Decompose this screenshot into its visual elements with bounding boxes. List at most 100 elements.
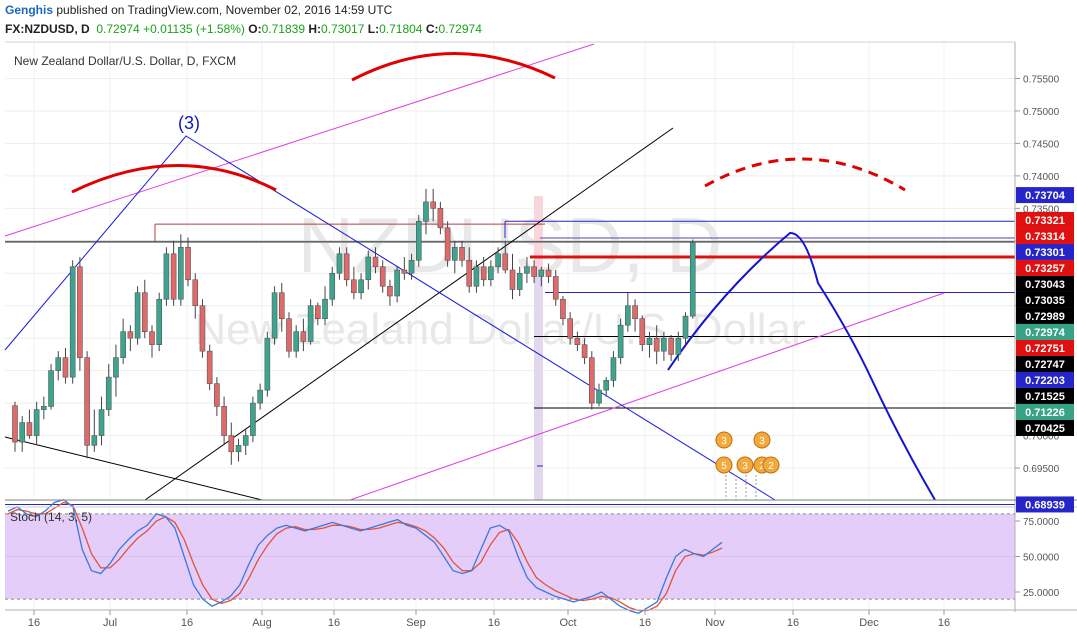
- candle-up: [646, 337, 653, 345]
- publish-line: Genghis published on TradingView.com, No…: [5, 3, 392, 17]
- price-label-box: [1016, 403, 1074, 420]
- candle-up: [322, 298, 328, 320]
- candle-up: [257, 389, 263, 404]
- open-label: O:: [248, 22, 262, 36]
- projection-curve: [667, 232, 936, 501]
- price-label-text: 0.73321: [1025, 215, 1065, 227]
- price-label-box: [1016, 243, 1074, 260]
- candle-down: [84, 357, 90, 446]
- close-label: C:: [425, 22, 439, 36]
- candle-up: [408, 259, 415, 274]
- candle-down: [401, 269, 408, 274]
- candle-up: [524, 266, 530, 274]
- candle-down: [552, 276, 559, 300]
- price-tick-label: 0.75000: [1023, 107, 1060, 118]
- price-label-box: [1016, 291, 1074, 308]
- candle-down: [509, 269, 516, 290]
- event-badge-text: 3: [742, 461, 748, 472]
- last-price: 0.72974: [96, 22, 140, 36]
- candle-down: [444, 227, 451, 261]
- candle-up: [98, 409, 105, 436]
- chart-header: Genghis published on TradingView.com, No…: [0, 0, 1077, 42]
- event-badge: [736, 456, 754, 474]
- price-label-text: 0.72751: [1025, 343, 1065, 355]
- candle-up: [120, 331, 126, 358]
- candle-up: [271, 292, 278, 339]
- candle-up: [423, 201, 429, 222]
- candle-up: [516, 272, 523, 290]
- candle-down: [199, 305, 206, 352]
- symbol-label: FX:NZDUSD, D: [5, 22, 90, 36]
- candle-up: [603, 380, 610, 391]
- price-labels: 0.73704 0.73321 0.73314 0.73301 0.73257 0.730…: [1016, 187, 1074, 513]
- price-label-text: 0.72747: [1025, 359, 1065, 371]
- price-label-text: 0.73043: [1025, 279, 1065, 291]
- low-value: 0.71804: [379, 22, 423, 36]
- candle-down: [141, 292, 148, 332]
- candle-down: [639, 318, 646, 345]
- candle-up: [661, 337, 667, 352]
- high-value: 0.73017: [321, 22, 365, 36]
- candle-down: [185, 246, 191, 281]
- event-badge: [715, 456, 733, 474]
- candle-down: [581, 344, 588, 358]
- candle-up: [610, 357, 617, 381]
- price-label-text: 0.70425: [1025, 423, 1065, 435]
- candle-down: [149, 331, 155, 345]
- candle-down: [459, 246, 465, 261]
- candle-up: [178, 246, 184, 300]
- candles: [12, 188, 696, 465]
- price-tick-label: 0.74000: [1023, 172, 1060, 183]
- time-tick-label: Aug: [252, 617, 272, 629]
- time-axis[interactable]: 16 Jul 16 Aug 16 Sep 16 Oct 16 Nov 16 Dec 16: [28, 610, 950, 629]
- price-label-box: [1016, 211, 1074, 228]
- price-tick-label: 0.74500: [1023, 139, 1060, 150]
- candle-down: [545, 269, 552, 277]
- wave-lines: [4, 135, 776, 501]
- candle-up: [113, 357, 119, 378]
- price-label-text: 0.68939: [1025, 499, 1065, 511]
- price-label-box: [1016, 187, 1074, 204]
- price-label-box: [1016, 323, 1074, 340]
- event-badge-text: 3: [759, 436, 765, 447]
- event-badge-text: 3: [721, 436, 727, 447]
- candle-up: [156, 298, 162, 345]
- close-value: 0.72974: [438, 22, 482, 36]
- candle-up: [105, 376, 112, 410]
- author-name[interactable]: Genghis: [5, 3, 54, 17]
- candle-down: [502, 253, 509, 271]
- price-label-text: 0.73257: [1025, 263, 1065, 275]
- price-label-box: [1016, 371, 1074, 388]
- price-tick-label: 0.70000: [1023, 432, 1060, 443]
- price-label-text: 0.71525: [1025, 391, 1065, 403]
- candle-up: [33, 409, 40, 436]
- candle-down: [632, 305, 638, 320]
- candle-down: [192, 279, 199, 307]
- candle-down: [480, 266, 487, 281]
- price-change: +0.01135 (+1.58%): [143, 22, 245, 36]
- open-value: 0.71839: [261, 22, 306, 36]
- candle-down: [567, 318, 573, 339]
- price-label-box: [1016, 275, 1074, 292]
- time-tick-label: 16: [181, 617, 193, 629]
- time-tick-label: Jul: [103, 617, 117, 629]
- candle-up: [69, 266, 76, 378]
- candle-up: [538, 269, 545, 277]
- arc-top: [351, 52, 556, 82]
- candle-up: [495, 253, 501, 268]
- candle-up: [682, 315, 689, 339]
- candle-down: [372, 256, 379, 268]
- candle-down: [379, 266, 386, 287]
- time-tick-label: 16: [639, 617, 651, 629]
- event-badge: [762, 456, 780, 474]
- trend-line-low: [4, 436, 263, 501]
- candle-down: [466, 259, 473, 287]
- gridlines: [5, 42, 1015, 610]
- candle-up: [293, 331, 299, 352]
- candle-up: [41, 406, 47, 410]
- candle-up: [473, 266, 480, 287]
- candle-up: [134, 292, 141, 339]
- candle-down: [127, 331, 134, 339]
- price-tick-label: 0.73500: [1023, 204, 1060, 215]
